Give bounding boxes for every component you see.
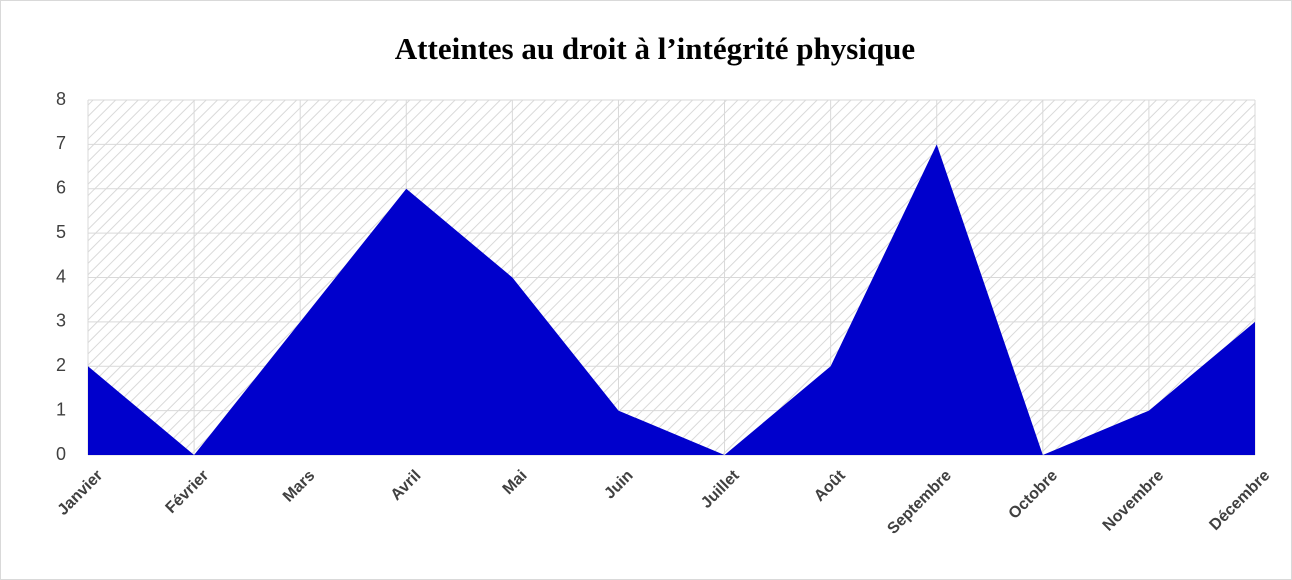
y-tick-label: 1 [56,399,66,419]
y-tick-label: 7 [56,133,66,153]
y-tick-label: 3 [56,311,66,331]
y-tick-label: 5 [56,222,66,242]
chart-title: Atteintes au droit à l’intégrité physiqu… [395,31,915,66]
y-tick-label: 2 [56,355,66,375]
y-tick-label: 8 [56,89,66,109]
area [88,144,1255,455]
y-tick-label: 6 [56,178,66,198]
y-tick-label: 4 [56,266,66,286]
y-tick-label: 0 [56,444,66,464]
